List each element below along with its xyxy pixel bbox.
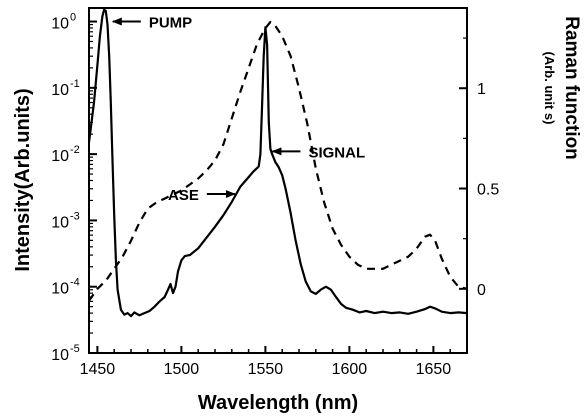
y-right-tick-label: 0.5 bbox=[477, 182, 499, 199]
y-left-tick-exponent: -1 bbox=[70, 78, 80, 90]
x-tick-label: 1450 bbox=[80, 361, 116, 378]
x-tick-label: 1600 bbox=[332, 361, 368, 378]
y-right-axis-subtitle: (Arb. unit s) bbox=[542, 52, 557, 125]
plot-frame bbox=[88, 7, 468, 354]
annotation-label: SIGNAL bbox=[308, 144, 365, 161]
y-left-tick-label: 10 bbox=[51, 148, 69, 165]
annotation-label: ASE bbox=[168, 187, 199, 204]
y-right-tick-label: 0 bbox=[477, 282, 486, 299]
y-left-tick-exponent: -4 bbox=[70, 277, 80, 289]
raman-function-line bbox=[89, 20, 467, 302]
y-left-tick-exponent: -2 bbox=[70, 144, 80, 156]
y-left-tick-exponent: 0 bbox=[70, 12, 76, 24]
y-right-tick-label: 1 bbox=[477, 81, 486, 98]
x-tick-label: 1550 bbox=[248, 361, 284, 378]
annotation-label: PUMP bbox=[149, 15, 192, 32]
x-axis-title: Wavelength (nm) bbox=[198, 392, 358, 414]
y-left-tick-label: 10 bbox=[51, 214, 69, 231]
y-right-axis-title: Raman function bbox=[561, 16, 582, 160]
y-left-tick-label: 10 bbox=[51, 82, 69, 99]
y-left-tick-label: 10 bbox=[51, 347, 69, 364]
y-left-tick-label: 10 bbox=[51, 16, 69, 33]
intensity-spectrum-line bbox=[89, 8, 467, 318]
y-left-tick-exponent: -3 bbox=[70, 210, 80, 222]
x-tick-label: 1650 bbox=[416, 361, 452, 378]
y-left-tick-exponent: -5 bbox=[70, 343, 80, 355]
x-tick-label: 1500 bbox=[164, 361, 200, 378]
y-left-tick-label: 10 bbox=[51, 281, 69, 298]
y-left-axis-title: Intensity(Arb.units) bbox=[12, 88, 34, 271]
